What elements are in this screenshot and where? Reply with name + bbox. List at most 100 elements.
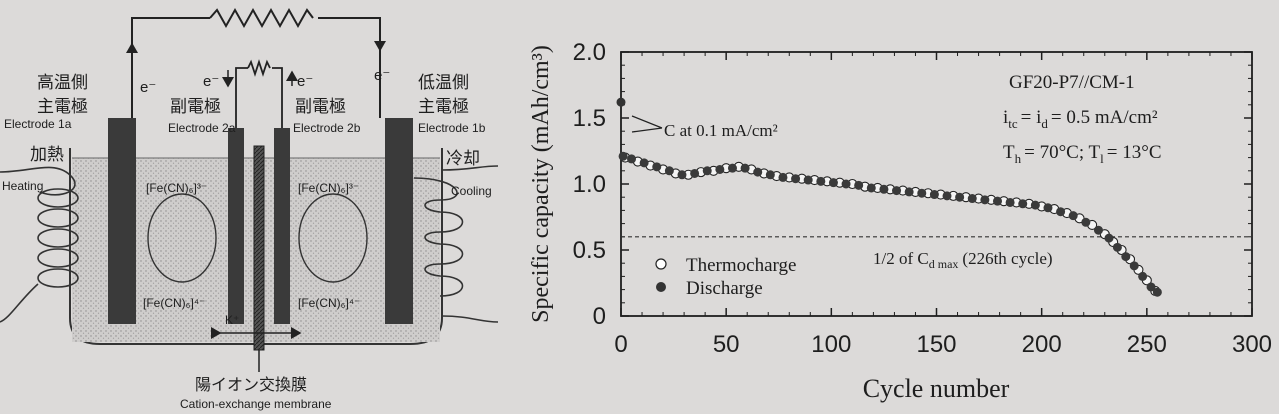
e-label-2: e⁻ xyxy=(203,73,219,90)
discharge-point xyxy=(791,174,801,184)
legend-thermocharge-label: Thermocharge xyxy=(686,255,796,276)
discharge-point xyxy=(929,190,939,200)
electrode-1b-bar xyxy=(385,118,413,324)
outer-resistor xyxy=(209,7,314,29)
cooling-label-jp: 冷却 xyxy=(446,149,480,169)
y-tick-label: 1.0 xyxy=(573,171,606,198)
x-tick-label: 250 xyxy=(1127,331,1167,358)
axis-ticks xyxy=(620,51,1253,317)
fecn4-left-label: [Fe(CN)₆]⁴⁻ xyxy=(143,296,205,310)
discharge-point xyxy=(879,184,889,194)
outer-circuit-wire xyxy=(131,17,381,118)
c-annotation: C at 0.1 mA/cm² xyxy=(664,121,778,140)
discharge-point xyxy=(1043,203,1053,213)
discharge-point xyxy=(1068,211,1078,221)
current-a: i xyxy=(1003,107,1008,128)
discharge-point xyxy=(753,167,763,177)
discharge-point xyxy=(1081,217,1091,227)
kplus-label: K⁺ xyxy=(225,313,239,327)
discharge-point xyxy=(1018,199,1028,209)
discharge-point xyxy=(955,192,965,202)
y-tick-label: 1.5 xyxy=(573,105,606,132)
discharge-point xyxy=(1146,282,1156,292)
current-annotation: itc = id = 0.5 mA/cm² xyxy=(1003,107,1158,131)
hot-main-label-jp1: 高温側 xyxy=(37,73,88,93)
discharge-point xyxy=(1056,207,1066,217)
reference-point xyxy=(616,97,626,107)
electrode-1b-label: Electrode 1b xyxy=(418,121,486,135)
discharge-point xyxy=(892,186,902,196)
discharge-point xyxy=(1093,225,1103,235)
sample-annotation: GF20-P7//CM-1 xyxy=(1009,72,1135,93)
temps-tail: = 13°C xyxy=(1107,142,1162,163)
y-tick-label: 0 xyxy=(593,303,606,330)
discharge-point xyxy=(1112,242,1122,252)
discharge-point xyxy=(1104,233,1114,243)
x-tick-label: 300 xyxy=(1232,331,1272,358)
sub-b-label-jp: 副電極 xyxy=(295,97,346,117)
fecn4-right-label: [Fe(CN)₆]⁴⁻ xyxy=(298,296,360,310)
e-label-4: e⁻ xyxy=(374,67,390,84)
legend: Thermocharge Discharge xyxy=(655,255,796,299)
electrode-2b-label: Electrode 2b xyxy=(293,121,361,135)
electrode-2a-bar xyxy=(228,128,244,324)
fecn3-left-label: [Fe(CN)₆]³⁻ xyxy=(146,181,207,195)
x-tick-label: 100 xyxy=(811,331,851,358)
fecn3-right-label: [Fe(CN)₆]³⁻ xyxy=(298,181,359,195)
discharge-point xyxy=(740,163,750,173)
temps-b: = 70°C; T xyxy=(1024,142,1100,163)
temps-a: T xyxy=(1003,142,1015,163)
temps-a-sub: h xyxy=(1015,151,1022,166)
inner-circuit-wire xyxy=(235,67,283,128)
half-line-annotation: 1/2 of Cd max (226th cycle) xyxy=(873,249,1053,271)
membrane-bar xyxy=(253,145,265,351)
temps-annotation: Th = 70°C; Tl = 13°C xyxy=(1003,142,1162,166)
discharge-point xyxy=(803,175,813,185)
y-tick-labels: 0 0.5 1.0 1.5 2.0 xyxy=(573,39,606,330)
electrode-1a-label: Electrode 1a xyxy=(4,117,72,131)
current-a-sub: tc xyxy=(1008,116,1018,131)
circulation-left xyxy=(147,193,217,283)
discharge-point xyxy=(677,170,687,180)
discharge-point xyxy=(904,187,914,197)
cooling-coil xyxy=(413,165,499,323)
discharge-point xyxy=(702,166,712,176)
discharge-point xyxy=(980,195,990,205)
heating-coil xyxy=(0,166,79,323)
discharge-point xyxy=(992,196,1002,206)
hot-main-label-jp2: 主電極 xyxy=(37,97,88,117)
half-line-tail: (226th cycle) xyxy=(962,249,1052,268)
discharge-point xyxy=(917,188,927,198)
current-b-sub: d xyxy=(1041,116,1048,131)
x-tick-label: 150 xyxy=(916,331,956,358)
electrode-2b-bar xyxy=(274,128,290,324)
discharge-point xyxy=(942,191,952,201)
chart: 0 0.5 1.0 1.5 2.0 0 50 100 150 200 250 300 Cycle n… xyxy=(528,39,1272,403)
discharge-point xyxy=(765,170,775,180)
heating-label-en: Heating xyxy=(2,179,43,193)
current-tail: = 0.5 mA/cm² xyxy=(1051,107,1158,128)
discharge-point xyxy=(1005,197,1015,207)
discharge-point xyxy=(816,176,826,186)
discharge-point xyxy=(1121,252,1131,262)
legend-thermocharge-marker xyxy=(655,258,667,270)
half-line-text: 1/2 of C xyxy=(873,249,929,268)
y-tick-label: 2.0 xyxy=(573,39,606,66)
x-tick-label: 0 xyxy=(614,331,627,358)
e-label-1: e⁻ xyxy=(140,79,156,96)
discharge-point xyxy=(1030,200,1040,210)
discharge-point xyxy=(727,163,737,173)
cell-diagram: e⁻ e⁻ e⁻ e⁻ 高温側 主電極 低温側 主電極 副電極 副電極 Elec… xyxy=(0,7,499,411)
current-b: = i xyxy=(1021,107,1042,128)
electrode-2a-label: Electrode 2a xyxy=(168,121,236,135)
plot-frame xyxy=(620,51,1253,317)
x-tick-label: 200 xyxy=(1022,331,1062,358)
legend-discharge-label: Discharge xyxy=(686,278,763,299)
cold-main-label-jp2: 主電極 xyxy=(418,97,469,117)
discharge-point xyxy=(652,162,662,172)
discharge-point xyxy=(1129,261,1139,271)
y-axis-label: Specific capacity (mAh/cm³) xyxy=(528,45,554,323)
membrane-label-jp: 陽イオン交換膜 xyxy=(195,375,307,394)
heating-label-jp: 加熱 xyxy=(30,145,64,165)
